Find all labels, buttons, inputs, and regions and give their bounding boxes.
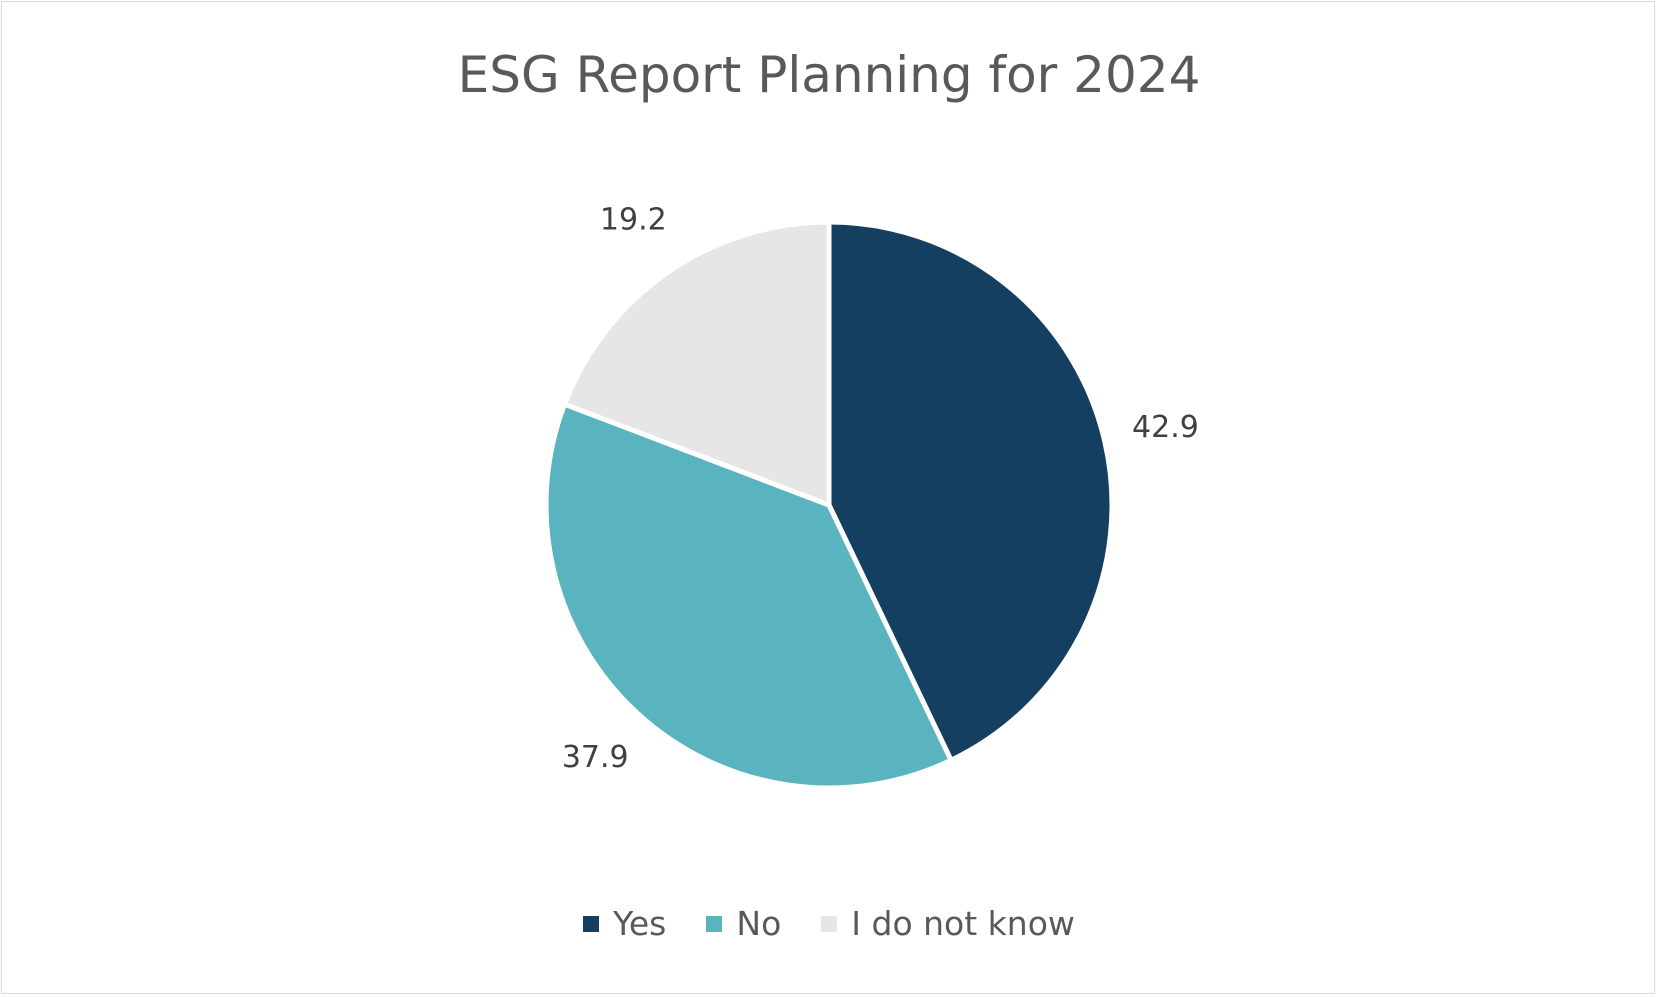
pie-slice-yes bbox=[826, 219, 1115, 763]
data-label-no: 37.9 bbox=[562, 740, 629, 775]
legend: Yes No I do not know bbox=[0, 904, 1658, 943]
legend-swatch-i-do-not-know bbox=[821, 915, 838, 932]
chart-title: ESG Report Planning for 2024 bbox=[457, 46, 1201, 104]
legend-label-yes: Yes bbox=[613, 904, 667, 943]
legend-item-i-do-not-know: I do not know bbox=[821, 904, 1075, 943]
pie-slice-i-do-not-know bbox=[562, 219, 832, 508]
data-label-i-do-not-know: 19.2 bbox=[600, 202, 667, 237]
pie-slice-no bbox=[543, 401, 954, 791]
legend-item-yes: Yes bbox=[583, 904, 666, 943]
legend-label-no: No bbox=[736, 904, 782, 943]
legend-item-no: No bbox=[706, 904, 781, 943]
legend-swatch-no bbox=[706, 915, 723, 932]
legend-label-i-do-not-know: I do not know bbox=[851, 904, 1075, 943]
legend-swatch-yes bbox=[583, 915, 600, 932]
data-label-yes: 42.9 bbox=[1132, 410, 1199, 445]
